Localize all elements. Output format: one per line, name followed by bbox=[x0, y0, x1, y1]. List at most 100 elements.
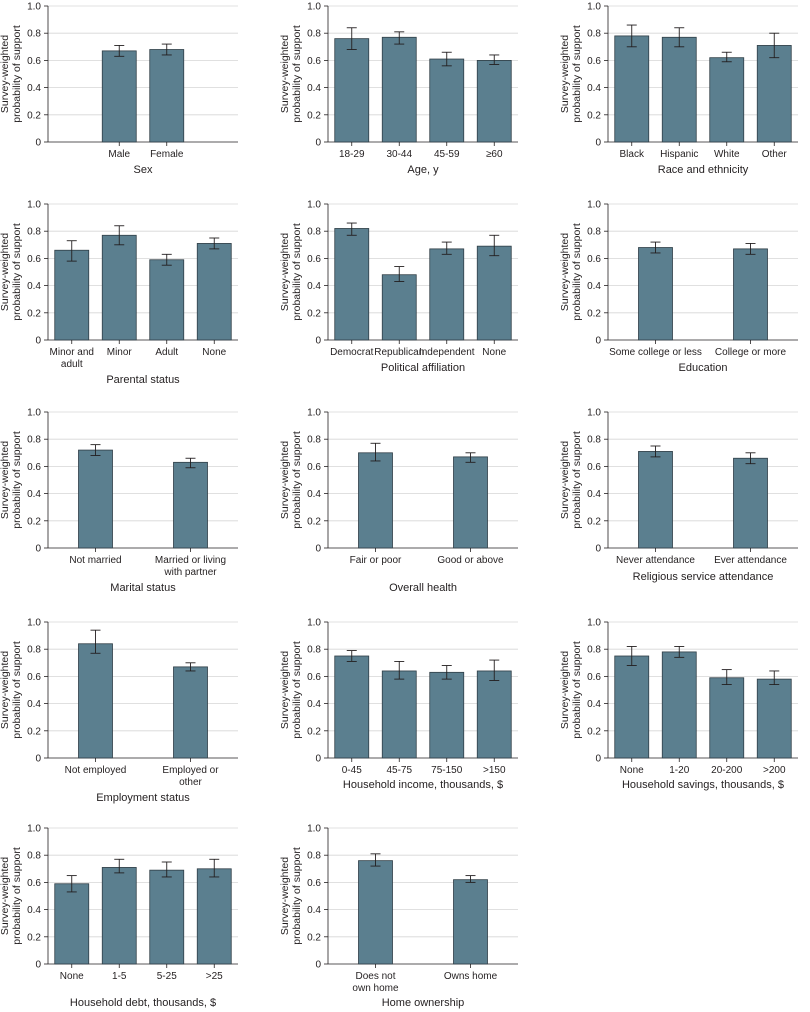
x-axis-title: Religious service attendance bbox=[633, 571, 774, 583]
y-tick-label: 0.2 bbox=[27, 308, 41, 319]
y-tick-label: 0.2 bbox=[27, 932, 41, 943]
y-axis-label: Survey-weighted bbox=[0, 857, 11, 935]
x-tick-label: Republican bbox=[374, 347, 424, 358]
y-axis-label: probability of support bbox=[291, 25, 303, 123]
bar bbox=[358, 860, 393, 965]
x-tick-label: >25 bbox=[206, 971, 223, 982]
y-tick-label: 1.0 bbox=[587, 200, 601, 211]
y-tick-label: 0.4 bbox=[27, 281, 41, 292]
x-tick-label: with partner bbox=[163, 567, 217, 578]
bar bbox=[614, 35, 650, 143]
y-tick-label: 0.8 bbox=[587, 645, 601, 656]
bar bbox=[78, 449, 113, 549]
x-tick-label: Male bbox=[108, 149, 130, 160]
y-tick-label: 0.4 bbox=[27, 905, 41, 916]
x-tick-label: >200 bbox=[763, 765, 786, 776]
y-axis-label: Survey-weighted bbox=[0, 233, 11, 311]
x-axis-title: Parental status bbox=[106, 374, 180, 386]
y-tick-label: 0.6 bbox=[307, 462, 321, 473]
y-tick-label: 1.0 bbox=[27, 2, 41, 13]
y-tick-label: 0.4 bbox=[27, 83, 41, 94]
y-axis-label: Survey-weighted bbox=[0, 651, 11, 729]
x-tick-label: adult bbox=[61, 359, 83, 370]
y-tick-label: 0.2 bbox=[307, 308, 321, 319]
y-axis-label: probability of support bbox=[571, 431, 583, 529]
y-tick-label: 0.2 bbox=[587, 110, 601, 121]
y-tick-label: 0.6 bbox=[27, 878, 41, 889]
y-tick-label: 0.6 bbox=[307, 254, 321, 265]
x-tick-label: Some college or less bbox=[609, 347, 702, 358]
x-tick-label: Never attendance bbox=[616, 555, 695, 566]
bar bbox=[334, 228, 370, 341]
bar bbox=[334, 38, 370, 143]
y-axis-label: probability of support bbox=[571, 641, 583, 739]
x-tick-label: None bbox=[482, 347, 506, 358]
y-tick-label: 0.8 bbox=[27, 851, 41, 862]
x-axis-title: Household savings, thousands, $ bbox=[622, 779, 784, 791]
bar bbox=[381, 36, 417, 143]
x-tick-label: 5-25 bbox=[157, 971, 177, 982]
y-axis-label: probability of support bbox=[11, 223, 23, 321]
y-tick-label: 0.6 bbox=[587, 672, 601, 683]
y-tick-label: 0 bbox=[595, 138, 601, 149]
y-tick-label: 0.8 bbox=[27, 227, 41, 238]
y-axis-label: probability of support bbox=[291, 847, 303, 945]
y-tick-label: 1.0 bbox=[27, 618, 41, 629]
x-axis-title: Age, y bbox=[407, 164, 439, 176]
chart-panel-6: Survey-weighted probability of support 0 0.… bbox=[559, 200, 798, 374]
y-axis-label: Survey-weighted bbox=[559, 233, 571, 311]
chart-panel-1: Survey-weighted probability of support 0 0.… bbox=[0, 2, 238, 176]
x-tick-label: Good or above bbox=[437, 555, 504, 566]
y-tick-label: 0.8 bbox=[307, 435, 321, 446]
chart-panel-12: Survey-weighted probability of support 0 0.… bbox=[559, 618, 798, 791]
chart-panel-14: Survey-weighted probability of support 0 0.… bbox=[279, 824, 518, 1009]
y-tick-label: 0.6 bbox=[27, 672, 41, 683]
bar bbox=[196, 243, 232, 341]
y-tick-label: 0.2 bbox=[307, 110, 321, 121]
y-axis-label: Survey-weighted bbox=[279, 35, 291, 113]
y-tick-label: 0.8 bbox=[307, 29, 321, 40]
bar bbox=[756, 45, 792, 143]
bar bbox=[149, 869, 185, 965]
y-tick-label: 0 bbox=[315, 336, 321, 347]
y-tick-label: 0 bbox=[315, 754, 321, 765]
x-tick-label: Does not bbox=[355, 971, 395, 982]
x-tick-label: 18-29 bbox=[339, 149, 365, 160]
y-axis-label: Survey-weighted bbox=[279, 441, 291, 519]
x-axis-title: Home ownership bbox=[382, 997, 465, 1009]
bar bbox=[358, 452, 393, 549]
y-tick-label: 1.0 bbox=[307, 408, 321, 419]
y-tick-label: 0.6 bbox=[307, 672, 321, 683]
x-tick-label: White bbox=[714, 149, 740, 160]
bar bbox=[756, 678, 792, 759]
bar bbox=[476, 60, 512, 143]
bar bbox=[78, 643, 113, 759]
y-tick-label: 0 bbox=[35, 336, 41, 347]
y-tick-label: 0 bbox=[315, 544, 321, 555]
x-tick-label: Adult bbox=[155, 347, 178, 358]
y-tick-label: 0.6 bbox=[27, 462, 41, 473]
x-tick-label: Owns home bbox=[444, 971, 498, 982]
y-tick-label: 0.6 bbox=[307, 878, 321, 889]
x-tick-label: 45-75 bbox=[386, 765, 412, 776]
bar bbox=[173, 461, 208, 549]
x-axis-title: Political affiliation bbox=[381, 362, 465, 374]
x-tick-label: 0-45 bbox=[342, 765, 362, 776]
chart-panel-2: Survey-weighted probability of support 0 0.… bbox=[279, 2, 518, 176]
bar bbox=[429, 248, 465, 341]
bar bbox=[476, 245, 512, 341]
y-tick-label: 1.0 bbox=[307, 824, 321, 835]
bar bbox=[709, 677, 745, 759]
x-tick-label: College or more bbox=[715, 347, 787, 358]
x-tick-label: None bbox=[60, 971, 84, 982]
x-axis-title: Marital status bbox=[110, 582, 176, 594]
x-axis-title: Household income, thousands, $ bbox=[343, 779, 503, 791]
y-axis-label: probability of support bbox=[11, 847, 23, 945]
y-axis-label: probability of support bbox=[291, 641, 303, 739]
y-axis-label: probability of support bbox=[571, 25, 583, 123]
y-tick-label: 0 bbox=[595, 336, 601, 347]
bar bbox=[733, 457, 768, 549]
x-tick-label: 45-59 bbox=[434, 149, 460, 160]
y-tick-label: 0 bbox=[315, 960, 321, 971]
chart-panel-8: Survey-weighted probability of support 0 0.… bbox=[279, 408, 518, 594]
